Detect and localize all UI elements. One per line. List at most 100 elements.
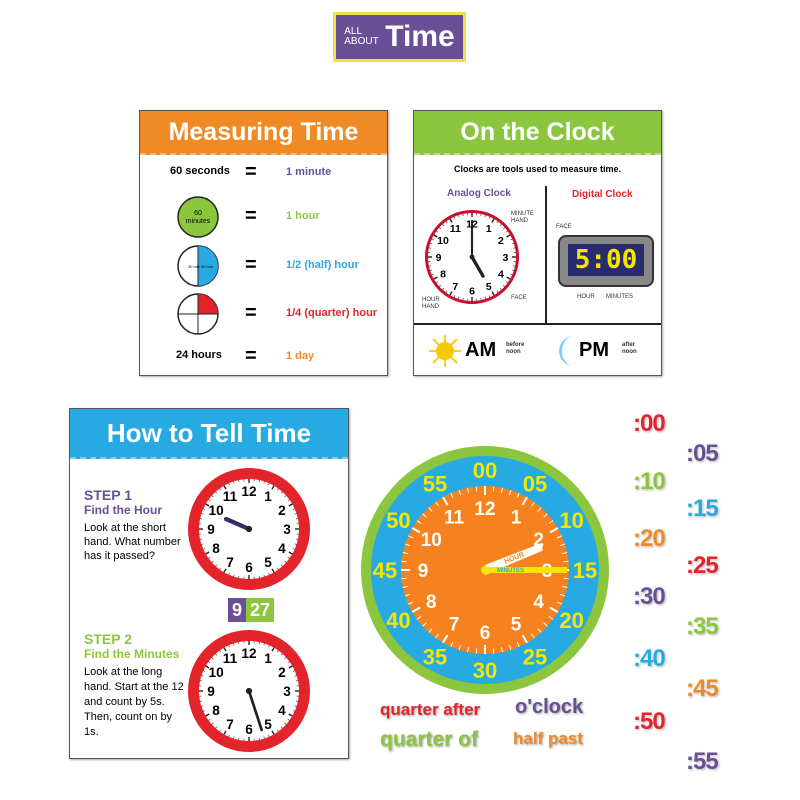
hour-number: 3 (503, 252, 509, 264)
center-pin (481, 566, 489, 574)
tick-mark (442, 288, 445, 290)
subtitle: Clocks are tools used to measure time. (453, 164, 622, 174)
svg-text:minutes: minutes (186, 218, 211, 225)
tick-mark (211, 560, 214, 563)
tick-mark (488, 216, 491, 219)
tick-mark (219, 650, 222, 653)
minute-card: :05 (686, 440, 719, 467)
tick-mark (294, 675, 297, 677)
panel-heading: On the Clock (414, 111, 661, 155)
tick-mark (294, 543, 297, 545)
hour-hand (223, 516, 252, 532)
tick-mark (205, 503, 210, 507)
minute-card: :55 (686, 748, 719, 775)
tick-mark (510, 238, 513, 241)
hour-number: 1 (511, 507, 522, 528)
equals-sign: = (245, 161, 257, 183)
tick-mark (548, 616, 554, 620)
tick-mark (484, 215, 486, 218)
tick-mark (475, 486, 478, 492)
title-big: Time (385, 20, 455, 53)
how-to-tell-time-panel: How to Tell Time STEP 1 Find the Hour Lo… (69, 408, 349, 759)
tick-mark (205, 551, 210, 555)
tick-mark (284, 495, 287, 498)
tick-mark (416, 520, 422, 524)
step2-subtitle: Find the Minutes (84, 647, 180, 661)
tick-mark (208, 499, 211, 502)
tick-mark (215, 653, 218, 656)
tick-mark (562, 585, 568, 588)
tick-mark (484, 296, 486, 299)
tick-mark (439, 284, 441, 287)
tick-mark (205, 713, 210, 717)
tick-mark (228, 734, 230, 737)
tick-mark (292, 508, 295, 510)
row-right: 1/2 (half) hour (286, 259, 359, 271)
tick-mark (404, 543, 411, 547)
tick-mark (276, 729, 279, 732)
tick-mark (215, 726, 218, 729)
hour-number: 2 (278, 665, 286, 680)
minute-label: 15 (573, 558, 597, 583)
tick-mark (435, 633, 439, 639)
center-pin (469, 254, 475, 260)
tick-mark (223, 568, 227, 573)
digital-hour: 9 (228, 598, 247, 622)
minute-card: :50 (633, 708, 666, 735)
big-teaching-clock: 000510152025303540455055123456789101112H… (361, 446, 609, 694)
tick-mark (521, 634, 528, 644)
tick-mark (537, 628, 542, 633)
tick-mark (292, 548, 295, 550)
hour-number: 2 (498, 235, 504, 247)
tick-mark (458, 489, 462, 496)
tick-mark (559, 593, 566, 597)
tick-mark (435, 501, 439, 507)
tick-mark (428, 507, 433, 512)
tick-mark (559, 543, 566, 547)
tick-mark (203, 508, 206, 510)
tick-mark (416, 616, 422, 620)
tick-mark (537, 507, 542, 512)
tick-mark (276, 567, 279, 570)
hour-number: 11 (223, 651, 238, 666)
minute-card: :40 (633, 645, 666, 672)
tick-mark (428, 628, 433, 633)
hour-hand-label: HOUR HAND (422, 297, 440, 310)
tick-mark (506, 234, 511, 238)
tick-mark (563, 560, 569, 563)
tick-mark (450, 493, 454, 499)
tick-mark (439, 227, 441, 230)
sun-icon (429, 335, 461, 367)
tick-mark (223, 647, 227, 652)
tick-mark (549, 527, 559, 534)
hour-number: 9 (207, 522, 215, 537)
digital-minutes: 27 (246, 598, 275, 622)
hour-number: 7 (226, 717, 234, 732)
pm-desc: after noon (622, 342, 637, 355)
divider (414, 323, 661, 325)
minute-card: :20 (633, 525, 666, 552)
tick-mark (287, 718, 290, 721)
hour-number: 11 (223, 489, 238, 504)
tick-mark (268, 572, 270, 575)
fraction: 1/2 (286, 259, 302, 271)
minute-label: 25 (523, 645, 547, 670)
fraction: 1/4 (286, 307, 302, 319)
step1-subtitle: Find the Hour (84, 503, 162, 517)
hour-number: 8 (212, 703, 220, 718)
hour-number: 7 (449, 615, 460, 636)
tick-mark (475, 648, 478, 654)
tick-mark (263, 574, 265, 577)
tick-mark (408, 535, 414, 539)
digital-display: 5:00 (568, 244, 644, 276)
tick-mark (201, 675, 204, 677)
clock-quarter-icon (177, 293, 219, 335)
hour-number: 6 (245, 560, 253, 575)
hour-number: 4 (498, 269, 504, 281)
tick-mark (433, 234, 438, 238)
hour-number: 12 (241, 646, 257, 661)
tick-mark (294, 513, 297, 515)
tick-mark (450, 641, 454, 647)
tick-mark (211, 495, 214, 498)
step2-text: Look at the long hand. Start at the 12 a… (84, 666, 184, 738)
